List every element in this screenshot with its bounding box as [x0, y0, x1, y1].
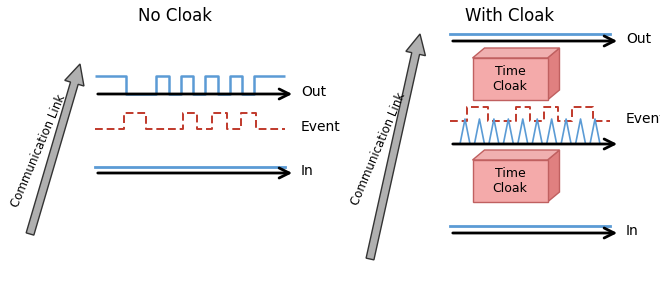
Text: Time
Cloak: Time Cloak: [492, 167, 527, 195]
Polygon shape: [548, 150, 560, 202]
Text: Communication Link: Communication Link: [348, 91, 408, 207]
Text: Event: Event: [626, 112, 660, 126]
Polygon shape: [473, 150, 560, 160]
Text: No Cloak: No Cloak: [138, 7, 212, 25]
Text: Out: Out: [626, 32, 651, 46]
FancyArrow shape: [366, 34, 426, 260]
Text: Event: Event: [301, 120, 341, 134]
Text: Time
Cloak: Time Cloak: [492, 65, 527, 93]
Polygon shape: [548, 48, 560, 100]
Text: Communication Link: Communication Link: [9, 93, 67, 209]
Text: In: In: [301, 164, 314, 178]
Text: With Cloak: With Cloak: [465, 7, 554, 25]
Text: Out: Out: [301, 85, 326, 99]
Polygon shape: [473, 160, 548, 202]
Polygon shape: [473, 48, 560, 58]
Text: In: In: [626, 224, 639, 238]
Polygon shape: [473, 58, 548, 100]
FancyArrow shape: [26, 64, 84, 235]
